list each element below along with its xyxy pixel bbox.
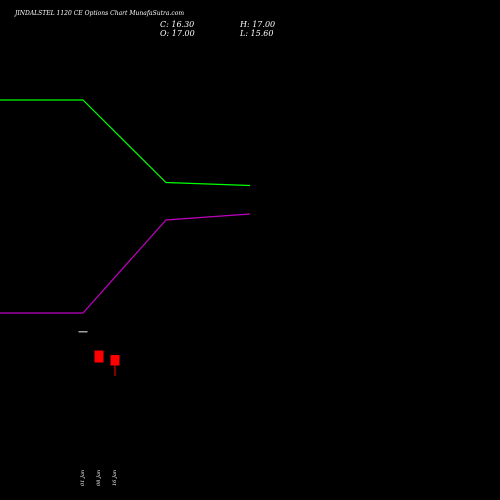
candle-body (94, 350, 104, 363)
series-line-2 (0, 213, 251, 314)
indicator-lines (0, 99, 251, 314)
low-value: L: 15.60 (239, 29, 273, 38)
chart-title: JINDALSTEL 1120 CE Options Chart MunafaS… (13, 10, 184, 17)
date-label-16-jan: 16 Jan (112, 470, 118, 486)
high-value: H: 17.00 (239, 20, 275, 29)
open-value: O: 17.00 (160, 29, 195, 38)
candles (78, 331, 120, 376)
candle-body (110, 355, 120, 366)
close-value: C: 16.30 (160, 20, 194, 29)
date-label-01-jan: 01 Jan (80, 470, 86, 486)
date-label-08-jan: 08 Jan (96, 470, 102, 486)
date-axis: 01 Jan 08 Jan 16 Jan (80, 470, 118, 486)
candle-body (78, 331, 88, 333)
candle-01-jan (78, 331, 88, 333)
candle-08-jan (94, 350, 104, 363)
series-line-1 (0, 99, 251, 187)
candle-16-jan (110, 355, 120, 376)
